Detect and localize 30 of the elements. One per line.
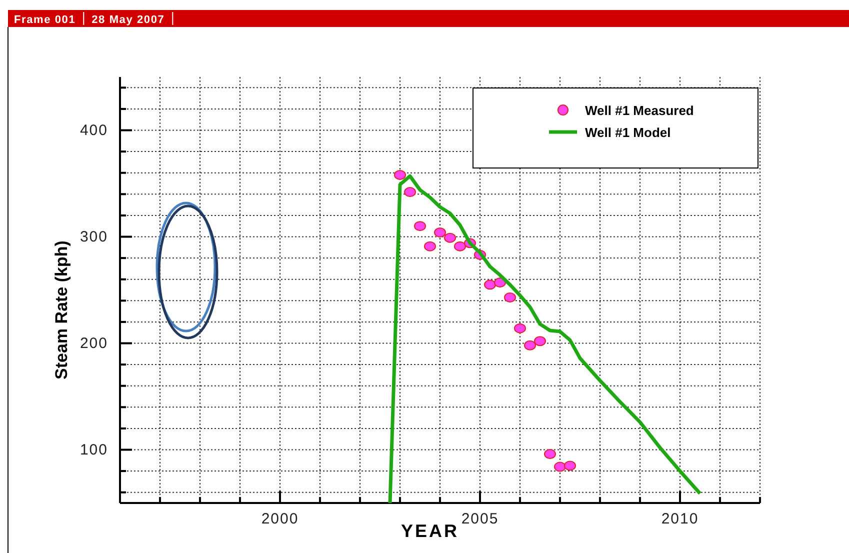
- legend-label: Well #1 Model: [585, 125, 671, 140]
- point: [454, 241, 466, 252]
- x-tick-label: 2010: [661, 510, 699, 528]
- y-tick-label: 400: [80, 122, 108, 140]
- point: [404, 187, 416, 198]
- legend-label: Well #1 Measured: [585, 103, 694, 118]
- point: [544, 449, 556, 460]
- y-tick-label: 100: [80, 442, 108, 459]
- point: [394, 170, 406, 180]
- point: [484, 280, 496, 290]
- y-tick-label: 300: [80, 228, 108, 246]
- point: [444, 232, 456, 243]
- point: [564, 460, 576, 471]
- point: [424, 241, 436, 252]
- x-tick-label: 2005: [461, 510, 499, 528]
- line-series: [388, 174, 702, 505]
- point: [494, 278, 506, 288]
- y-axis-title: Steam Rate (kph): [52, 240, 71, 380]
- point: [554, 462, 566, 472]
- point: [414, 221, 426, 232]
- point: [524, 340, 536, 350]
- point: [504, 292, 516, 302]
- text: Frame 001: [14, 14, 76, 26]
- x-axis-title: YEAR: [400, 521, 460, 541]
- x-tick-label: 2000: [261, 510, 299, 528]
- y-tick-label: 200: [80, 335, 108, 352]
- point: [514, 323, 526, 334]
- text: 28 May 2007: [92, 14, 165, 26]
- point: [434, 227, 446, 238]
- point: [534, 336, 546, 346]
